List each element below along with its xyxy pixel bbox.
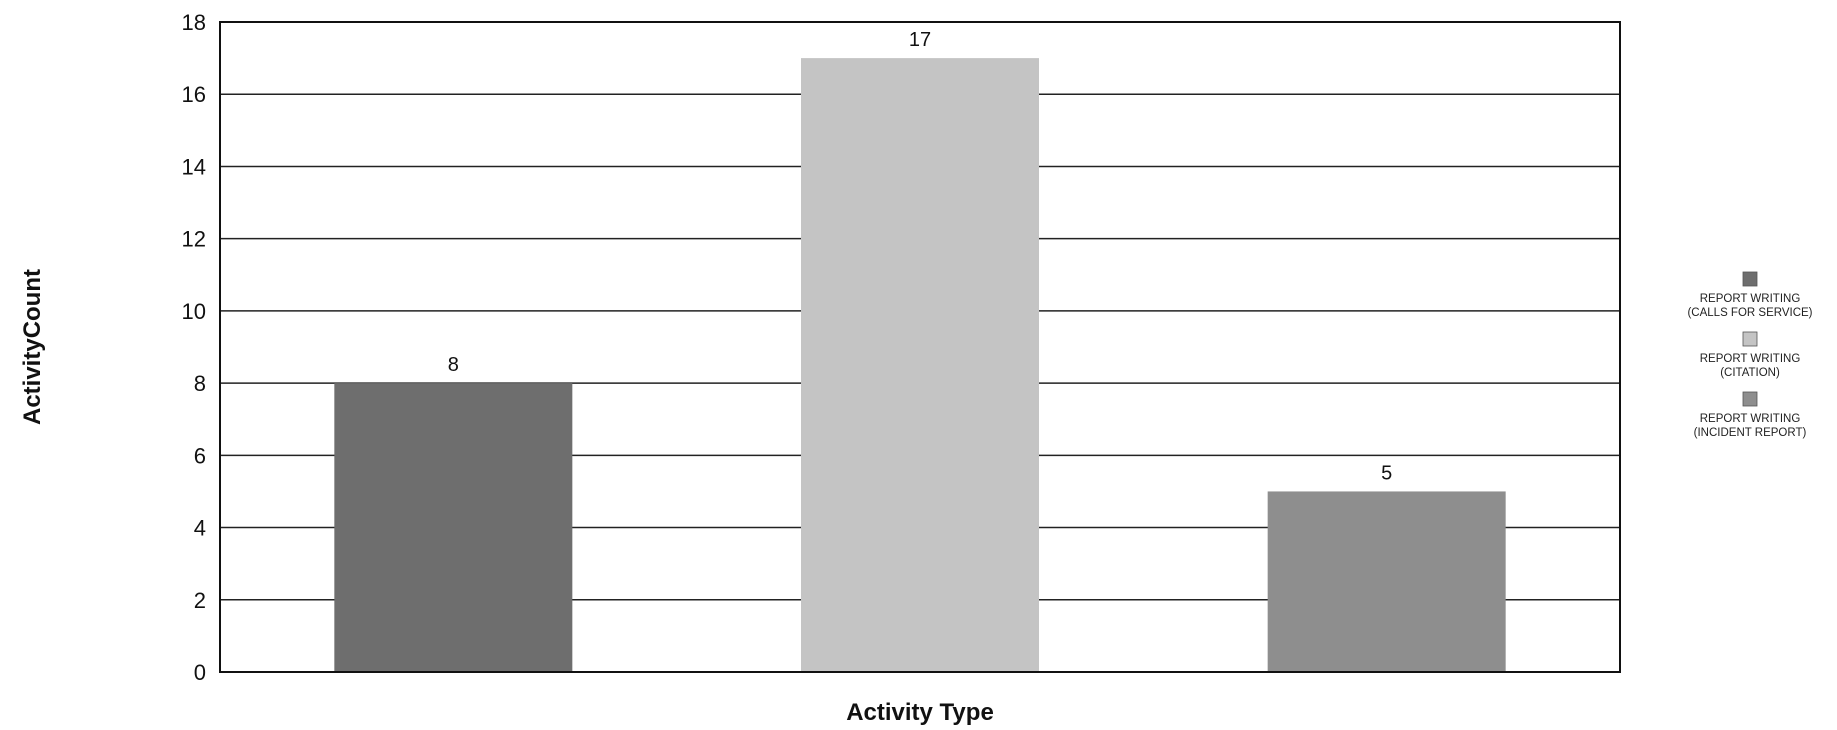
y-tick-label: 4 xyxy=(194,516,206,541)
legend: REPORT WRITING (CALLS FOR SERVICE) REPORT … xyxy=(1687,271,1813,439)
y-tick-label: 0 xyxy=(194,660,206,685)
bars xyxy=(334,58,1506,673)
y-tick-label: 6 xyxy=(194,443,206,468)
y-tick-label: 14 xyxy=(182,154,206,179)
plot-frame xyxy=(219,21,1621,673)
legend-label: (CALLS FOR SERVICE) xyxy=(1687,307,1812,319)
legend-label: (INCIDENT REPORT) xyxy=(1694,427,1807,439)
y-tick-label: 16 xyxy=(182,82,206,107)
legend-label: REPORT WRITING xyxy=(1700,353,1801,365)
bar-value-label: 8 xyxy=(448,354,459,376)
bar-2 xyxy=(801,58,1039,673)
y-tick-label: 12 xyxy=(182,227,206,252)
data-labels: 8 17 5 xyxy=(448,29,1392,484)
legend-swatch xyxy=(1742,391,1758,407)
bar-value-label: 17 xyxy=(909,29,931,51)
x-axis-title: Activity Type xyxy=(846,699,994,726)
bar-1 xyxy=(334,383,573,672)
legend-swatch xyxy=(1742,331,1758,347)
y-axis-ticks: 0 2 4 6 8 10 12 14 16 18 xyxy=(182,10,206,685)
legend-label: (CITATION) xyxy=(1720,367,1780,379)
y-tick-label: 18 xyxy=(182,10,206,35)
legend-swatch xyxy=(1742,271,1758,287)
bar-value-label: 5 xyxy=(1381,462,1392,484)
y-axis-title: ActivityCount xyxy=(19,269,46,425)
legend-label: REPORT WRITING xyxy=(1700,293,1801,305)
legend-label: REPORT WRITING xyxy=(1700,413,1801,425)
y-tick-label: 8 xyxy=(194,371,206,396)
y-tick-label: 10 xyxy=(182,299,206,324)
y-tick-label: 2 xyxy=(194,588,206,613)
bar-3 xyxy=(1267,491,1506,672)
